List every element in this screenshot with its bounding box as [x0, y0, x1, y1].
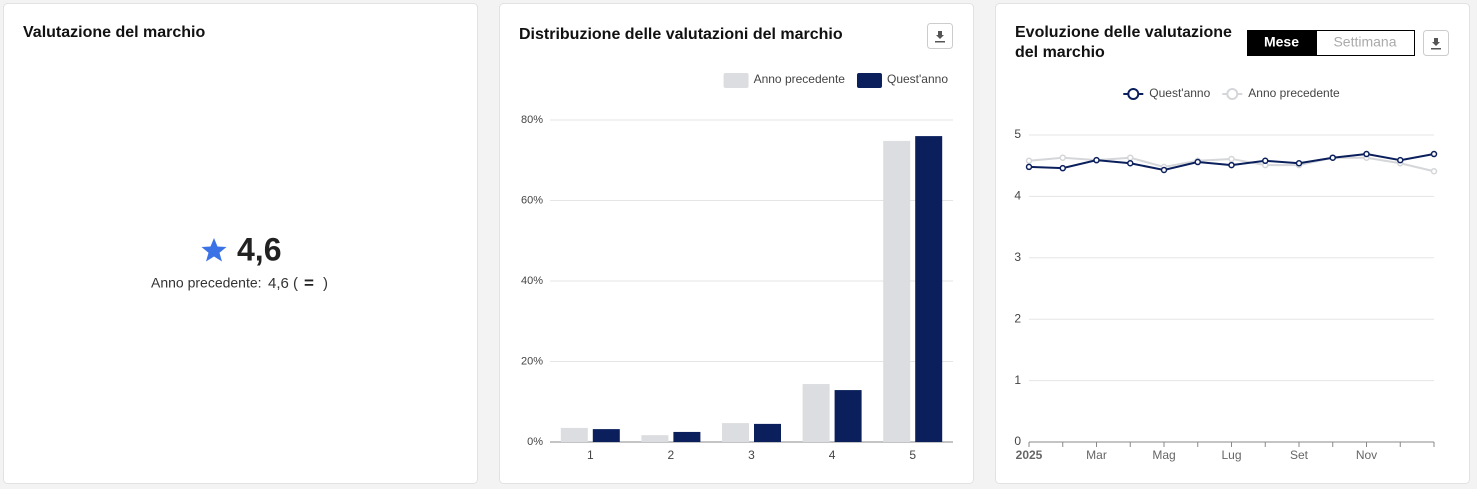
- point: [1025, 157, 1033, 165]
- legend-swatch: [723, 73, 749, 88]
- y-tick-label: 20%: [521, 355, 543, 367]
- line-title: del marchio: [1015, 44, 1105, 61]
- kpi-card: [3, 3, 478, 484]
- legend-swatch: [856, 73, 882, 88]
- point: [1127, 159, 1134, 167]
- bar: [802, 384, 830, 442]
- kpi-value: 4,6: [237, 231, 281, 267]
- point: [1262, 157, 1269, 165]
- download-button[interactable]: [1423, 30, 1449, 56]
- point: [1228, 155, 1235, 163]
- y-tick-label: 80%: [521, 114, 543, 126]
- x-tick-label: Set: [1290, 448, 1309, 462]
- x-tick-label: 3: [748, 448, 755, 462]
- bar: [592, 429, 620, 442]
- line-card: [995, 3, 1470, 484]
- point: [1194, 158, 1201, 166]
- point: [1329, 154, 1336, 161]
- x-tick-label: Lug: [1221, 448, 1241, 462]
- bar: [673, 431, 701, 442]
- legend-marker: [1127, 88, 1140, 100]
- point: [1127, 154, 1134, 161]
- kpi-change: =: [304, 273, 314, 292]
- bar: [834, 390, 862, 442]
- legend-label: Anno precedente: [1248, 86, 1340, 100]
- point: [1397, 156, 1404, 164]
- x-tick-label: 2: [668, 448, 675, 462]
- kpi-previous-label: Anno precedente:: [151, 275, 262, 291]
- x-tick-label: Mag: [1152, 448, 1175, 462]
- x-tick-label: 5: [909, 448, 916, 462]
- y-tick-label: 5: [1014, 127, 1021, 141]
- y-tick-label: 40%: [521, 275, 543, 287]
- bar: [641, 435, 669, 442]
- y-tick-label: 1: [1014, 373, 1021, 387]
- x-tick-label: Mar: [1086, 448, 1107, 462]
- legend-marker: [1226, 88, 1239, 100]
- legend-label: Anno precedente: [754, 72, 846, 86]
- download-button[interactable]: [927, 23, 953, 49]
- point: [1363, 150, 1370, 158]
- point: [1093, 156, 1100, 164]
- star-icon: [201, 238, 227, 262]
- bar: [754, 423, 781, 442]
- line-title: Evoluzione delle valutazione: [1015, 24, 1232, 41]
- bar: [722, 423, 749, 442]
- point: [1228, 161, 1235, 169]
- kpi-paren: (: [293, 275, 298, 292]
- bar: [915, 136, 943, 442]
- toggle-button[interactable]: [1316, 30, 1415, 56]
- legend-label: Quest'anno: [1149, 86, 1210, 100]
- x-tick-label: 2025: [1016, 448, 1043, 462]
- toggle-label[interactable]: Settimana: [1333, 34, 1396, 50]
- legend-label: Quest'anno: [887, 72, 948, 86]
- bar-card: [499, 3, 974, 484]
- y-tick-label: 3: [1014, 250, 1021, 264]
- y-tick-label: 60%: [521, 194, 543, 206]
- y-tick-label: 0%: [527, 436, 543, 448]
- kpi-title: Valutazione del marchio: [23, 24, 206, 41]
- toggle-button[interactable]: [1247, 30, 1317, 56]
- point: [1059, 154, 1066, 161]
- point: [1059, 164, 1066, 172]
- bar: [560, 427, 588, 442]
- y-tick-label: 2: [1014, 311, 1021, 325]
- point: [1430, 167, 1438, 175]
- x-tick-label: Nov: [1356, 448, 1377, 462]
- x-tick-label: 4: [829, 448, 836, 462]
- point: [1160, 166, 1168, 174]
- kpi-paren: ): [323, 275, 328, 292]
- toggle-label[interactable]: Mese: [1264, 34, 1299, 50]
- kpi-previous-value: 4,6: [268, 275, 289, 292]
- point: [1295, 159, 1303, 167]
- point: [1430, 150, 1438, 158]
- y-tick-label: 0: [1014, 434, 1021, 448]
- bar: [883, 140, 911, 442]
- y-tick-label: 4: [1014, 189, 1021, 203]
- x-tick-label: 1: [587, 448, 594, 462]
- bar-title: Distribuzione delle valutazioni del marc…: [519, 26, 843, 43]
- point: [1025, 163, 1033, 171]
